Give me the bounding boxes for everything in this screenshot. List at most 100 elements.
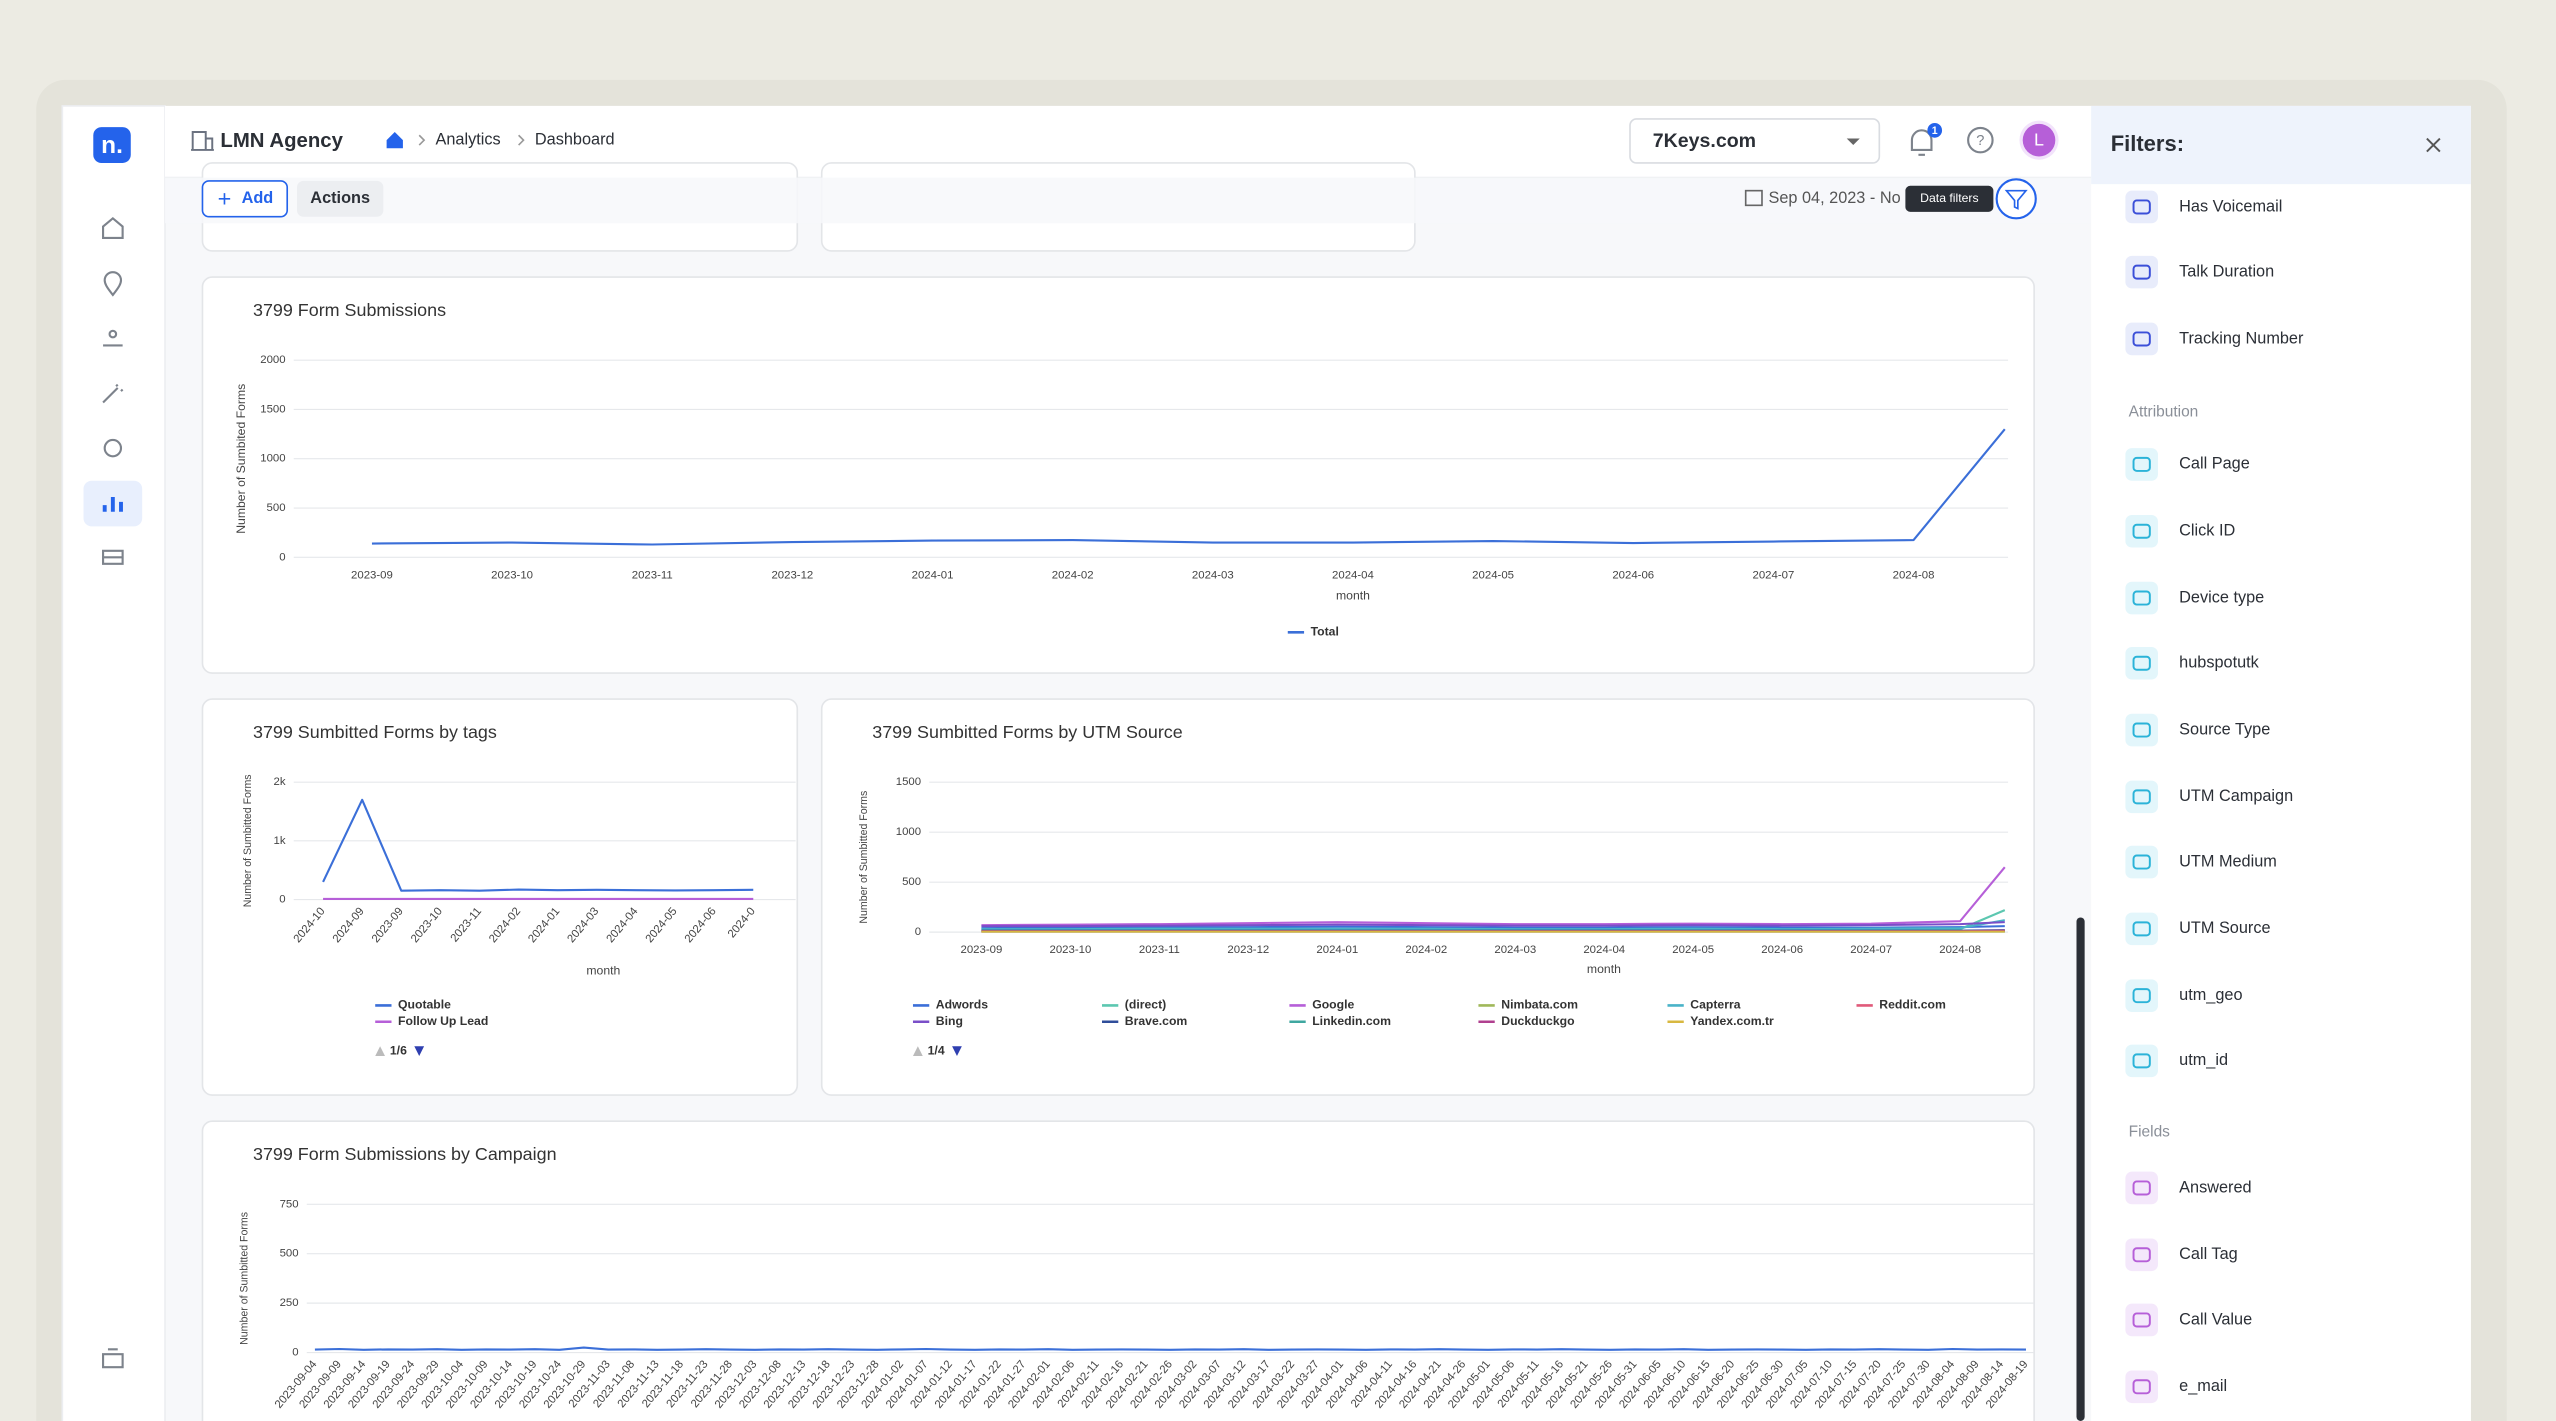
filter-icon: [2004, 189, 2028, 210]
x-tick-label: 2024-04: [1332, 569, 1374, 581]
filter-glyph: [2132, 988, 2151, 1004]
nav-settings[interactable]: [103, 438, 123, 458]
avatar[interactable]: [2022, 123, 2056, 157]
chart-title: 3799 Form Submissions by Campaign: [253, 1144, 557, 1164]
filter-item[interactable]: Has Voicemail: [2179, 197, 2282, 215]
add-button[interactable]: [201, 180, 289, 218]
legend-label[interactable]: Capterra: [1690, 998, 1740, 1012]
filter-item[interactable]: Talk Duration: [2179, 262, 2274, 280]
line-chart: 3799 Sumbitted Forms by UTM Source Number…: [858, 722, 2009, 1057]
scrollbar[interactable]: [2076, 917, 2085, 1421]
pager-label: 1/6: [390, 1043, 407, 1057]
filter-icon: [2125, 912, 2158, 946]
legend-label[interactable]: Total: [1311, 625, 1339, 639]
pager-next[interactable]: [414, 1046, 425, 1056]
site-select[interactable]: [1629, 118, 1881, 164]
nav-analytics[interactable]: [102, 497, 123, 512]
filter-item[interactable]: Click ID: [2179, 522, 2235, 540]
filter-icon: [2125, 1370, 2158, 1404]
series-line: [371, 428, 2006, 546]
help-glyph: ?: [1976, 133, 1984, 149]
filter-item[interactable]: utm_id: [2179, 1051, 2228, 1069]
filter-item[interactable]: utm_geo: [2179, 986, 2242, 1004]
filter-button[interactable]: [1995, 178, 2037, 220]
filter-item[interactable]: Call Value: [2179, 1310, 2252, 1328]
filter-item[interactable]: Call Page: [2179, 455, 2250, 473]
filter-icon: [2125, 514, 2158, 548]
x-tick-label: 2024-08: [1893, 569, 1935, 581]
bell[interactable]: [1910, 129, 1933, 156]
filter-glyph: [2132, 789, 2151, 805]
nav-team[interactable]: [108, 329, 118, 339]
filter-item[interactable]: Tracking Number: [2179, 329, 2304, 347]
breadcrumb-item[interactable]: Analytics: [436, 130, 501, 148]
y-tick-label: 250: [280, 1297, 299, 1309]
legend-label[interactable]: Yandex.com.tr: [1690, 1014, 1774, 1028]
x-tick-label: 2024-06: [1612, 569, 1654, 581]
x-tick-label: 2024-01: [912, 569, 954, 581]
nav-billing[interactable]: [102, 549, 124, 565]
y-tick-label: 0: [915, 926, 921, 938]
y-axis-label: Number of Sumbited Forms: [234, 384, 248, 534]
nav-home[interactable]: [102, 216, 124, 239]
filter-item[interactable]: Source Type: [2179, 720, 2270, 738]
filter-glyph: [2132, 199, 2151, 215]
nav-bottom[interactable]: [102, 1348, 124, 1369]
filter-item[interactable]: Device type: [2179, 588, 2264, 606]
legend-label[interactable]: Linkedin.com: [1312, 1014, 1391, 1028]
legend-label[interactable]: Follow Up Lead: [398, 1014, 488, 1028]
series-line: [981, 866, 2006, 927]
chart-title: 3799 Form Submissions: [253, 300, 446, 320]
close-button[interactable]: [2426, 137, 2441, 153]
home-icon[interactable]: [386, 131, 403, 149]
date-range[interactable]: Sep 04, 2023 - No: [1769, 189, 1901, 207]
avatar-letter: L: [2034, 130, 2044, 150]
x-tick-label: 2024-07: [1752, 569, 1794, 581]
filters-header: [2091, 105, 2471, 185]
y-tick-label: 1500: [260, 403, 285, 415]
filter-icon: [2125, 322, 2158, 356]
help[interactable]: [1967, 126, 1994, 154]
filter-group: Attribution: [2129, 403, 2199, 420]
filter-item[interactable]: UTM Medium: [2179, 852, 2277, 870]
org-name[interactable]: LMN Agency: [220, 130, 343, 152]
logo-bg[interactable]: [93, 127, 131, 163]
legend-label[interactable]: Quotable: [398, 998, 451, 1012]
y-axis-label: Number of Sumbitted Forms: [858, 791, 870, 924]
series-line: [981, 919, 2005, 931]
x-tick-label: 2024-07: [1850, 944, 1892, 956]
filter-item[interactable]: UTM Campaign: [2179, 787, 2293, 805]
chart-card: [820, 698, 2035, 1096]
pager-prev[interactable]: [375, 1046, 385, 1056]
x-axis-label: month: [586, 963, 620, 977]
legend-label[interactable]: Google: [1312, 998, 1354, 1012]
pager-prev[interactable]: [912, 1046, 923, 1056]
x-tick-label: 2023-11: [632, 569, 673, 581]
legend-label[interactable]: Adwords: [936, 998, 988, 1012]
pager-next[interactable]: [952, 1046, 962, 1056]
filter-item[interactable]: hubspotutk: [2179, 654, 2260, 672]
nav-magic[interactable]: [102, 383, 124, 404]
x-axis-label: month: [1336, 589, 1370, 603]
legend-label[interactable]: (direct): [1125, 998, 1166, 1012]
nav-location[interactable]: [103, 271, 123, 297]
legend-label[interactable]: Bing: [936, 1014, 963, 1028]
select-caret: [1846, 138, 1860, 146]
filter-item[interactable]: Call Tag: [2179, 1245, 2238, 1263]
x-tick-label: 2023-12: [771, 569, 813, 581]
filter-icon: [2125, 255, 2158, 289]
filter-item[interactable]: UTM Source: [2179, 919, 2270, 937]
calendar-icon: [1744, 189, 1763, 207]
legend-label[interactable]: Reddit.com: [1879, 998, 1946, 1012]
legend-label[interactable]: Duckduckgo: [1501, 1014, 1574, 1028]
filter-item[interactable]: Answered: [2179, 1178, 2251, 1196]
y-tick-label: 500: [267, 502, 286, 514]
legend-label[interactable]: Brave.com: [1125, 1014, 1188, 1028]
sidebar: [61, 105, 166, 1421]
chart-card: [201, 1120, 2035, 1421]
actions-button[interactable]: [296, 180, 384, 217]
badge-count: 1: [1932, 125, 1938, 137]
filter-item[interactable]: e_mail: [2179, 1377, 2227, 1395]
legend-label[interactable]: Nimbata.com: [1501, 998, 1578, 1012]
